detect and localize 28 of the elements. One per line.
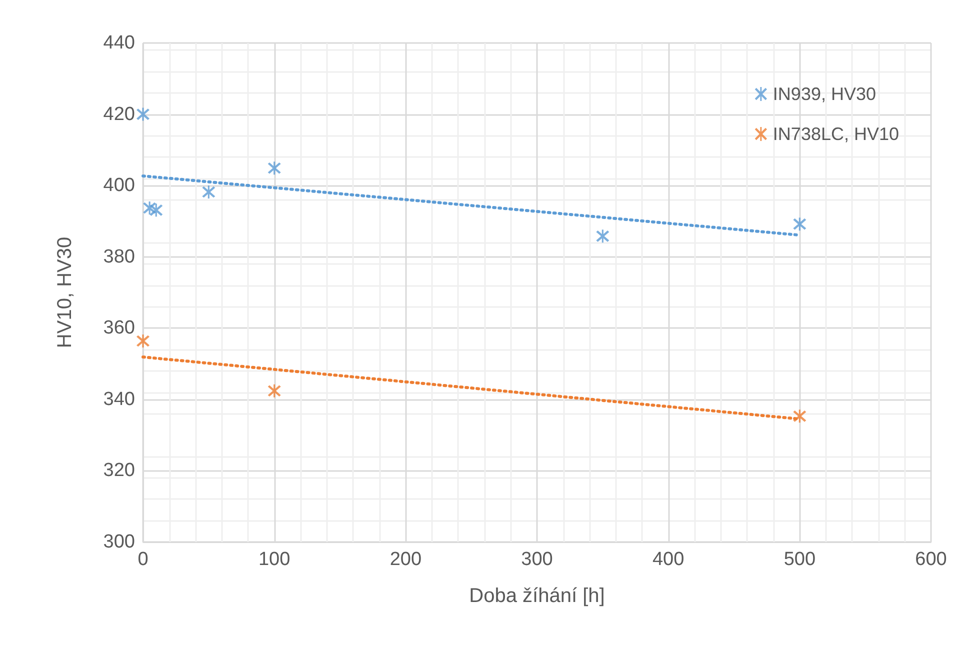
x-tick-label: 0 — [138, 549, 148, 570]
point — [136, 334, 150, 348]
y-tick-label: 440 — [103, 32, 135, 54]
y-axis-title: HV10, HV30 — [54, 236, 76, 348]
point — [136, 108, 150, 121]
legend-label: IN738LC, HV10 — [772, 124, 900, 144]
point — [268, 384, 281, 398]
x-tick-label: 400 — [652, 549, 684, 570]
point — [268, 162, 281, 175]
y-tick-label: 400 — [103, 175, 135, 196]
y-tick-label: 380 — [103, 246, 135, 268]
point — [596, 230, 610, 243]
legend-label: IN939, HV30 — [772, 84, 876, 104]
y-tick-label: 420 — [103, 104, 135, 125]
point — [793, 218, 806, 231]
point — [202, 185, 216, 198]
y-tick-label: 360 — [103, 318, 135, 339]
point — [793, 410, 806, 423]
point — [150, 204, 163, 217]
y-tick-label: 320 — [103, 460, 135, 482]
x-axis-title: Doba žíhání [h] — [469, 585, 605, 607]
x-tick-label: 300 — [521, 549, 553, 570]
x-tick-label: 500 — [784, 549, 816, 570]
x-tick-label: 200 — [390, 549, 422, 570]
y-tick-label: 300 — [103, 532, 135, 552]
x-tick-label: 100 — [258, 549, 290, 570]
y-tick-label: 340 — [103, 388, 135, 410]
x-tick-label: 600 — [915, 549, 947, 570]
